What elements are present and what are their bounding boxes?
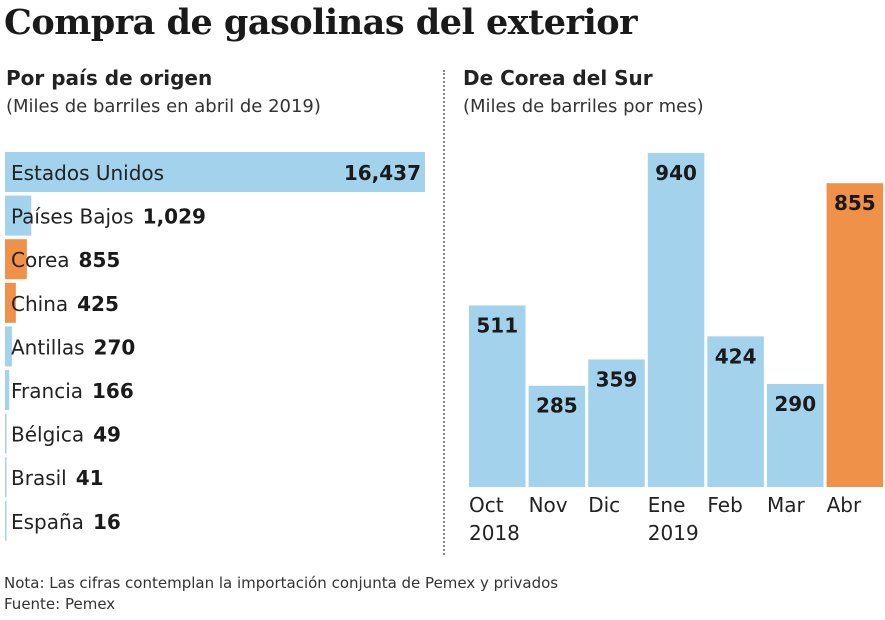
x-tick-label: Mar [767,493,806,517]
x-tick-label: Dic [588,493,620,517]
category-label: China [11,292,68,316]
category-label: Estados Unidos [11,161,164,185]
x-tick-label: Abr [827,493,862,517]
value-label: 16,437 [344,161,421,185]
bar [647,153,705,487]
value-label: 270 [94,335,136,359]
bar [5,457,7,498]
note: Nota: Las cifras contemplan la importaci… [4,574,559,592]
value-label: 855 [79,248,121,272]
bar [5,500,7,541]
bar [5,282,16,323]
value-label: 424 [715,344,757,368]
value-label: 359 [596,367,638,391]
bar [767,383,824,487]
value-label: 940 [655,161,697,185]
bar [469,305,526,487]
category-label: Antillas [11,335,85,359]
value-label: 16 [93,510,121,534]
value-label: 41 [76,466,104,490]
bar [5,152,425,192]
category-label: Países Bajos [11,205,134,229]
value-label: 285 [536,394,578,418]
bar [5,195,32,236]
x-tick-year-label: 2018 [469,521,520,545]
category-label: Brasil [11,466,67,490]
bar [5,239,27,280]
category-label: Bélgica [11,423,84,447]
category-label: Corea [11,248,70,272]
x-tick-label: Nov [529,493,568,517]
divider [443,70,445,555]
left-chart-title: Por país de origen [6,66,213,90]
x-tick-label: Oct [469,493,504,517]
value-label: 166 [92,379,134,403]
chart-title: Compra de gasolinas del exterior [4,2,638,43]
value-label: 49 [93,423,121,447]
value-label: 855 [834,191,876,215]
x-tick-year-label: 2019 [648,521,699,545]
bar [707,336,764,487]
left-chart-subtitle: (Miles de barriles en abril de 2019) [6,96,321,117]
bar [588,359,645,487]
source: Fuente: Pemex [4,595,116,613]
category-label: España [11,510,84,534]
value-label: 290 [774,392,816,416]
value-label: 425 [77,292,119,316]
bar [5,326,12,367]
category-label: Francia [11,379,83,403]
x-tick-label: Feb [707,493,742,517]
x-tick-label: Ene [648,493,686,517]
right-chart-subtitle: (Miles de barriles por mes) [463,96,704,117]
value-label: 1,029 [143,205,206,229]
right-chart-title: De Corea del Sur [463,66,653,90]
bar [5,413,7,454]
bar [5,370,10,410]
bar [826,183,884,487]
value-label: 511 [476,313,518,337]
bar [528,385,586,487]
